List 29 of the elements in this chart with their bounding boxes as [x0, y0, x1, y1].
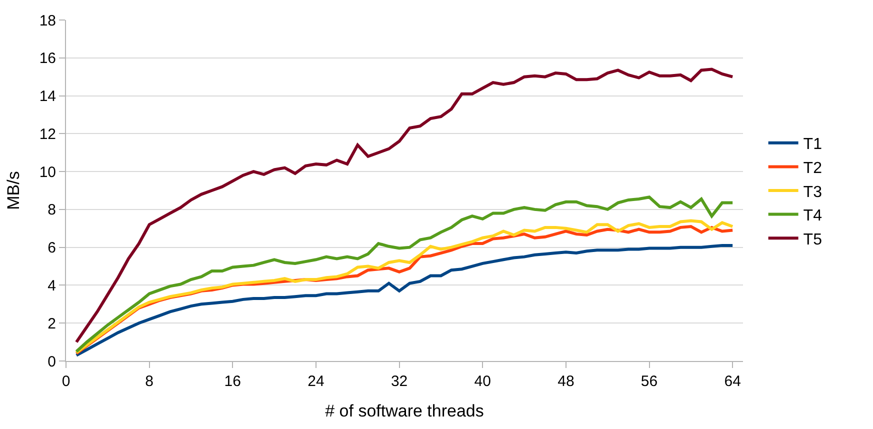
y-tick-label: 0: [48, 353, 56, 370]
y-tick-label: 18: [39, 12, 56, 30]
x-tick-label: 40: [474, 373, 491, 390]
x-tick-label: 64: [724, 373, 741, 390]
line-series: [74, 68, 734, 344]
y-tick-label: 6: [48, 240, 56, 257]
x-tick-label: 48: [558, 373, 574, 390]
legend-label: T5: [803, 231, 822, 248]
y-tick-label: 2: [48, 315, 56, 332]
x-tick-label: 24: [308, 373, 324, 390]
x-tick-label: 32: [390, 373, 408, 390]
legend-label: T3: [803, 184, 822, 201]
y-tick-label: 4: [48, 277, 56, 294]
x-tick-label: 8: [145, 373, 154, 390]
y-tick-label: 16: [39, 50, 56, 68]
x-tick-label: 16: [224, 373, 241, 390]
legend-label: T1: [803, 136, 822, 154]
legend-label: T2: [803, 160, 822, 177]
legend-label: T4: [803, 208, 822, 225]
y-tick-label: 14: [39, 88, 56, 106]
y-axis-title: MB/s: [4, 171, 23, 210]
x-axis-title: # of software threads: [325, 401, 484, 420]
y-tick-label: 8: [48, 202, 56, 219]
y-tick-label: 12: [39, 126, 56, 143]
x-tick-label: 0: [62, 373, 70, 390]
line-series: [74, 196, 734, 354]
line-series: [74, 244, 734, 357]
y-tick-label: 10: [39, 164, 56, 181]
x-tick-label: 56: [640, 373, 658, 390]
